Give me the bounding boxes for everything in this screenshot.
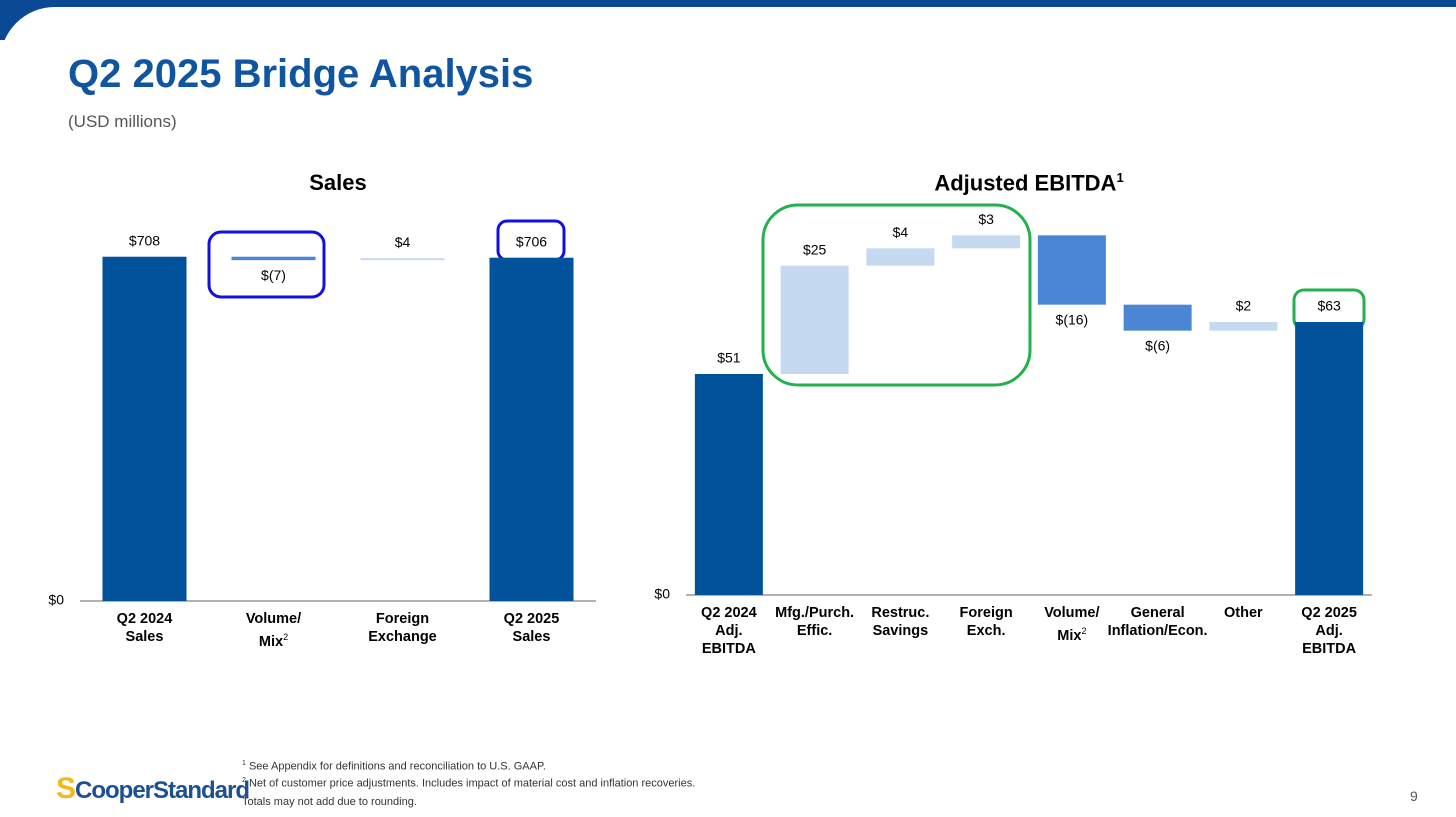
y-tick-label: $0	[48, 592, 64, 608]
footnote: 1 See Appendix for definitions and recon…	[242, 757, 695, 774]
logo: SCooperStandard	[56, 772, 250, 805]
category-note: 2	[283, 632, 289, 642]
highlight-box	[207, 230, 326, 299]
footnote-text: Net of customer price adjustments. Inclu…	[248, 777, 696, 790]
bar	[694, 374, 763, 595]
bar	[1037, 235, 1106, 305]
category: Foreign Exchange	[368, 611, 437, 645]
category-note: 2	[1081, 626, 1087, 636]
x-tick-label: Restruc. Savings	[835, 604, 965, 640]
logo-text: CooperStandard	[75, 777, 250, 804]
slide-title: Q2 2025 Bridge Analysis	[68, 52, 534, 96]
value-label: $708	[129, 232, 160, 248]
value-label: $4	[395, 234, 411, 250]
value-label: $63	[1317, 298, 1341, 314]
slide-subtitle: (USD millions)	[68, 112, 177, 131]
footnote-mark: 1	[242, 760, 246, 767]
value-label: $(16)	[1056, 311, 1089, 327]
chart-title-text: Sales	[309, 170, 367, 195]
chart-title-text: Adjusted EBITDA	[934, 170, 1117, 196]
bar	[780, 265, 849, 374]
x-tick-label: Mfg./Purch. Effic.	[750, 604, 880, 640]
x-tick-label: General Inflation/Econ.	[1093, 604, 1223, 640]
value-label: $706	[516, 233, 547, 249]
x-tick-label: Volume/ Mix2	[1007, 604, 1137, 645]
category: Other	[1224, 605, 1263, 621]
bar	[1295, 322, 1364, 595]
category: Volume/ Mix	[245, 611, 302, 650]
bar	[231, 256, 316, 261]
category: Mfg./Purch. Effic.	[775, 605, 855, 639]
title-note: 1	[1116, 170, 1124, 185]
value-label: $(7)	[261, 267, 286, 283]
bar	[952, 235, 1021, 249]
category: Q2 2024 Sales	[116, 611, 173, 645]
chart-title: Adjusted EBITDA1	[829, 170, 1229, 196]
bar	[360, 258, 445, 261]
x-tick-label: Q2 2025 Sales	[467, 610, 597, 646]
x-tick-label: Q2 2024 Adj. EBITDA	[664, 604, 794, 658]
banner-curve	[0, 7, 1456, 67]
bar	[1209, 322, 1278, 331]
x-tick-label: Q2 2025 Adj. EBITDA	[1264, 604, 1394, 658]
category: Q2 2025 Sales	[503, 611, 560, 645]
footnote: 2 Net of customer price adjustments. Inc…	[242, 774, 695, 791]
category: Volume/ Mix	[1044, 605, 1100, 644]
category: Q2 2024 Adj. EBITDA	[701, 605, 757, 657]
category: General Inflation/Econ.	[1107, 605, 1208, 639]
x-tick-label: Q2 2024 Sales	[80, 610, 210, 646]
x-tick-label: Foreign Exch.	[921, 604, 1051, 640]
category: Q2 2025 Adj. EBITDA	[1301, 605, 1357, 657]
y-tick-label: $0	[654, 586, 670, 602]
highlight-box	[761, 203, 1032, 387]
footnote-text: See Appendix for definitions and reconci…	[248, 760, 546, 773]
category: Restruc. Savings	[871, 605, 930, 639]
footnote-mark: 2	[242, 776, 246, 784]
value-label: $51	[717, 350, 741, 366]
bar	[489, 257, 574, 601]
x-tick-label: Foreign Exchange	[338, 610, 468, 646]
value-label: $25	[803, 241, 827, 257]
x-tick-label: Volume/ Mix2	[209, 610, 339, 651]
value-label: $2	[1236, 298, 1252, 314]
x-tick-label: Other	[1178, 604, 1308, 622]
page-number: 9	[1410, 788, 1418, 804]
category: Foreign Exch.	[959, 605, 1013, 639]
bar	[866, 248, 935, 266]
value-label: $(6)	[1145, 337, 1170, 353]
note: Totals may not add due to rounding.	[242, 796, 417, 808]
bar	[102, 256, 187, 601]
value-label: $3	[978, 211, 994, 227]
footnotes: 1 See Appendix for definitions and recon…	[242, 757, 695, 790]
chart-title: Sales	[138, 170, 538, 196]
bar	[1123, 304, 1192, 331]
value-label: $4	[893, 224, 909, 240]
